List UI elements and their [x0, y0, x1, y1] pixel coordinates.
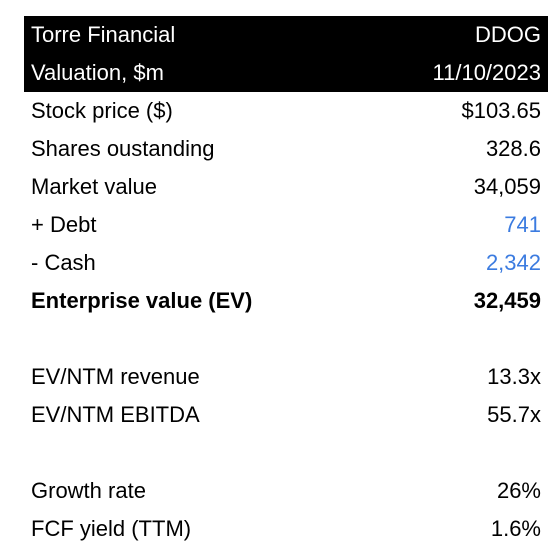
row-label: + Debt	[31, 212, 97, 237]
row-ev-ntm-revenue: EV/NTM revenue 13.3x	[24, 358, 548, 396]
valuation-table: Torre Financial DDOG Valuation, $m 11/10…	[24, 16, 548, 548]
spacer-row	[24, 320, 548, 358]
row-growth-rate: Growth rate 26%	[24, 472, 548, 510]
row-label: Enterprise value (EV)	[31, 288, 253, 313]
row-value-input: 2,342	[485, 250, 541, 275]
header-row-valuation: Valuation, $m 11/10/2023	[24, 54, 548, 92]
row-label: FCF yield (TTM)	[31, 516, 192, 541]
table-subtitle: Valuation, $m	[31, 60, 164, 85]
header-row-company: Torre Financial DDOG	[24, 16, 548, 54]
row-value: 1.6%	[490, 516, 541, 541]
row-value-input: 741	[504, 212, 541, 237]
row-label: Growth rate	[31, 478, 146, 503]
row-enterprise-value: Enterprise value (EV) 32,459	[24, 282, 548, 320]
ticker-symbol: DDOG	[475, 22, 541, 47]
row-value: 13.3x	[487, 364, 541, 389]
row-debt: + Debt 741	[24, 206, 548, 244]
row-label: Stock price ($)	[31, 98, 173, 123]
row-label: EV/NTM EBITDA	[31, 402, 200, 427]
row-label: Shares oustanding	[31, 136, 215, 161]
row-value: 32,459	[473, 288, 541, 313]
row-cash: - Cash 2,342	[24, 244, 548, 282]
row-shares-outstanding: Shares oustanding 328.6	[24, 130, 548, 168]
row-label: EV/NTM revenue	[31, 364, 200, 389]
company-name: Torre Financial	[31, 22, 176, 47]
row-stock-price: Stock price ($) $103.65	[24, 92, 548, 130]
row-value: 26%	[496, 478, 541, 503]
row-label: - Cash	[31, 250, 96, 275]
row-value: 328.6	[485, 136, 541, 161]
spacer-row	[24, 434, 548, 472]
row-market-value: Market value 34,059	[24, 168, 548, 206]
row-label: Market value	[31, 174, 157, 199]
valuation-date: 11/10/2023	[432, 60, 541, 85]
row-fcf-yield: FCF yield (TTM) 1.6%	[24, 510, 548, 548]
row-value: $103.65	[461, 98, 541, 123]
row-ev-ntm-ebitda: EV/NTM EBITDA 55.7x	[24, 396, 548, 434]
row-value: 34,059	[473, 174, 541, 199]
row-value: 55.7x	[487, 402, 541, 427]
